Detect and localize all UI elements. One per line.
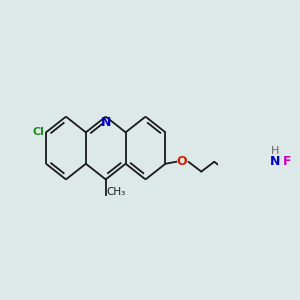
Text: N: N: [100, 116, 111, 129]
Text: H: H: [271, 146, 279, 156]
Text: N: N: [270, 155, 280, 168]
Text: CH₃: CH₃: [106, 187, 126, 197]
Text: Cl: Cl: [32, 127, 44, 137]
Text: O: O: [176, 155, 187, 168]
Text: F: F: [283, 155, 292, 168]
